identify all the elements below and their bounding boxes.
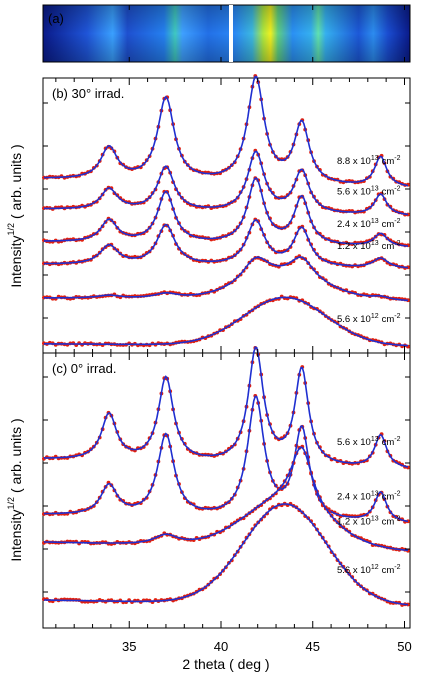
series-label-unit: cm (382, 492, 395, 503)
series-label-unit-exp: -2 (394, 218, 400, 225)
series-label-base: 5.6 x 10 (337, 187, 371, 198)
panel-c-plot: 5.6 x 1013 cm-22.4 x 1013 cm-21.2 x 1013 cm… (42, 346, 410, 607)
series-label-unit: cm (382, 517, 395, 528)
x-tick-label: 50 (397, 639, 411, 654)
panel-b-ylabel-rest: ( arb. units ) (8, 144, 24, 219)
series-label-base: 2.4 x 10 (337, 492, 371, 503)
x-tick-label: 40 (214, 639, 228, 654)
series-label-base: 1.2 x 10 (337, 517, 371, 528)
series-label: 1.2 x 1013 cm-2 (337, 240, 401, 252)
series-label: 5.6 x 1012 cm-2 (337, 313, 401, 325)
fit-line (43, 219, 409, 269)
fit-line (43, 296, 409, 347)
panel-c-ylabel: Intensity1/2 ( arb. units ) (6, 418, 24, 561)
series-label-unit-exp: -2 (394, 436, 400, 443)
series-label-base: 1.2 x 10 (337, 241, 371, 252)
axis-ticks (43, 5, 410, 628)
series-label: 8.8 x 1013 cm-2 (337, 155, 401, 167)
fit-line (43, 177, 409, 247)
fit-line (43, 395, 409, 523)
x-axis-label: 2 theta ( deg ) (182, 656, 269, 672)
series-label-base: 5.6 x 10 (337, 314, 371, 325)
fit-line (43, 75, 409, 187)
panel-b-ylabel-main: Intensity (8, 236, 24, 288)
panel-b-label: (b) 30° irrad. (52, 86, 124, 101)
x-tick-labels: 35 40 45 50 (122, 639, 412, 654)
series-label-unit: cm (382, 437, 395, 448)
series-label-exp: 13 (371, 436, 379, 443)
panel-b-ylabel-sup: 1/2 (6, 223, 16, 236)
fit-line (43, 503, 409, 606)
x-tick-label: 35 (122, 639, 136, 654)
series-label-unit: cm (382, 219, 395, 230)
series-label-base: 5.6 x 10 (337, 437, 371, 448)
panel-a-label: (a) (48, 11, 64, 26)
series-label-unit: cm (382, 565, 395, 576)
series-label-unit: cm (382, 187, 395, 198)
series-label-unit: cm (382, 314, 395, 325)
series-label: 2.4 x 1013 cm-2 (337, 491, 401, 503)
panel-b-plot: 8.8 x 1013 cm-25.6 x 1013 cm-22.4 x 1013 cm… (42, 74, 410, 349)
series-label-unit-exp: -2 (394, 491, 400, 498)
series-label-exp: 13 (371, 186, 379, 193)
panel-c-ylabel-main: Intensity (8, 510, 24, 562)
series-label-unit-exp: -2 (394, 240, 400, 247)
series-label: 5.6 x 1013 cm-2 (337, 436, 401, 448)
series-label-exp: 13 (371, 218, 379, 225)
series-label-unit-exp: -2 (394, 516, 400, 523)
x-tick-label: 45 (306, 639, 320, 654)
panel-b-ylabel: Intensity1/2 ( arb. units ) (6, 144, 24, 287)
series-label-unit-exp: -2 (394, 155, 400, 162)
series-label-exp: 13 (371, 516, 379, 523)
series-label: 5.6 x 1012 cm-2 (337, 564, 401, 576)
series-label: 5.6 x 1013 cm-2 (337, 186, 401, 198)
fit-line (43, 446, 409, 552)
panel-c-ylabel-sup: 1/2 (6, 497, 16, 510)
series-label-exp: 12 (371, 313, 379, 320)
series-label-unit: cm (382, 156, 395, 167)
series-label-unit: cm (382, 241, 395, 252)
panel-b-frame (42, 77, 411, 354)
series-label: 1.2 x 1013 cm-2 (337, 516, 401, 528)
series-label-base: 8.8 x 10 (337, 156, 371, 167)
series-label-base: 2.4 x 10 (337, 219, 371, 230)
panel-a: (a) (42, 4, 411, 63)
panel-c-label: (c) 0° irrad. (52, 361, 116, 376)
detector-image-shade (43, 5, 410, 62)
fit-line (43, 150, 409, 216)
series-label-exp: 12 (371, 564, 379, 571)
panel-c-ylabel-rest: ( arb. units ) (8, 418, 24, 493)
series-label-unit-exp: -2 (394, 564, 400, 571)
panel-c-frame (42, 352, 411, 629)
series-label-unit-exp: -2 (394, 186, 400, 193)
fit-line (43, 346, 409, 468)
series-label-exp: 13 (371, 491, 379, 498)
series-label-unit-exp: -2 (394, 313, 400, 320)
fit-line (43, 256, 409, 302)
series-label-exp: 13 (371, 155, 379, 162)
series-label-exp: 13 (371, 240, 379, 247)
detector-gap (229, 5, 233, 62)
series-label-base: 5.6 x 10 (337, 565, 371, 576)
series-label: 2.4 x 1013 cm-2 (337, 218, 401, 230)
